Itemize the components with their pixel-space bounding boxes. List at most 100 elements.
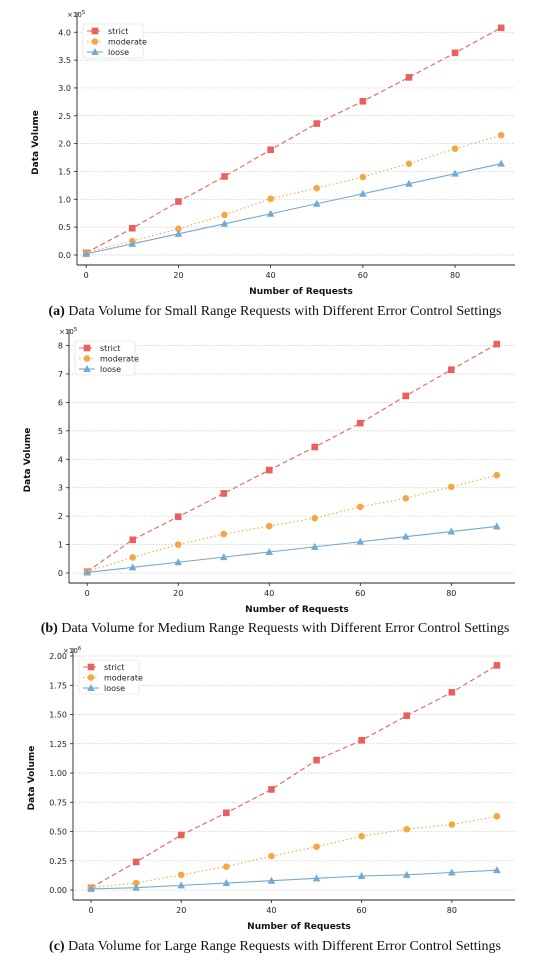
legend-marker-strict bbox=[83, 344, 91, 352]
data-point-loose bbox=[497, 159, 505, 167]
data-point-strict bbox=[223, 809, 230, 817]
y-tick-label: 6 bbox=[58, 398, 63, 407]
y-tick-label: 0.75 bbox=[49, 798, 67, 807]
legend-label-strict: strict bbox=[108, 27, 128, 36]
x-tick-label: 20 bbox=[173, 271, 183, 280]
y-multiplier-base: ×10 bbox=[67, 11, 82, 19]
data-point-loose bbox=[447, 527, 456, 535]
y-tick-label: 8 bbox=[58, 342, 63, 351]
data-point-loose bbox=[128, 563, 137, 571]
data-point-moderate bbox=[405, 160, 413, 167]
data-point-strict bbox=[493, 662, 501, 669]
caption-c: (c) Data Volume for Large Range Requests… bbox=[0, 939, 550, 955]
series-line-strict bbox=[86, 343, 498, 573]
legend-label-strict: strict bbox=[104, 663, 124, 672]
y-tick-label: 1.75 bbox=[49, 681, 67, 690]
x-tick-label: 80 bbox=[446, 589, 456, 598]
caption-a: (a) Data Volume for Small Range Requests… bbox=[0, 304, 550, 320]
x-tick-label: 80 bbox=[450, 271, 460, 280]
caption-b: (b) Data Volume for Medium Range Request… bbox=[0, 621, 550, 637]
data-point-loose bbox=[132, 883, 140, 891]
data-point-loose bbox=[219, 553, 228, 561]
data-point-moderate bbox=[268, 852, 275, 860]
data-point-moderate bbox=[358, 832, 365, 840]
data-point-loose bbox=[83, 568, 92, 576]
data-point-loose bbox=[492, 522, 501, 530]
data-point-moderate bbox=[174, 541, 182, 548]
data-point-strict bbox=[447, 366, 455, 374]
caption-c-text: Data Volume for Large Range Requests wit… bbox=[64, 939, 501, 954]
data-point-loose bbox=[266, 209, 275, 217]
data-point-loose bbox=[356, 537, 365, 545]
y-multiplier: ×105 bbox=[59, 327, 78, 336]
legend-marker-moderate bbox=[83, 355, 91, 362]
data-point-moderate bbox=[403, 825, 411, 833]
data-point-strict bbox=[129, 224, 136, 232]
data-point-strict bbox=[132, 858, 140, 866]
y-tick-label: 1.25 bbox=[49, 740, 67, 749]
y-multiplier: ×105 bbox=[67, 10, 86, 19]
legend-marker-strict bbox=[87, 663, 95, 671]
y-tick-label: 4.0 bbox=[58, 28, 71, 37]
data-point-loose bbox=[312, 199, 321, 207]
data-point-loose bbox=[401, 532, 410, 540]
data-point-strict bbox=[268, 786, 275, 793]
x-tick-label: 60 bbox=[358, 271, 368, 280]
x-tick-label: 40 bbox=[266, 906, 276, 915]
data-point-moderate bbox=[221, 211, 228, 219]
data-point-strict bbox=[175, 198, 182, 205]
x-axis-label: Number of Requests bbox=[247, 922, 351, 932]
y-tick-label: 5 bbox=[58, 427, 63, 436]
x-tick-label: 60 bbox=[355, 589, 365, 598]
series-line-moderate bbox=[87, 474, 497, 573]
legend-marker-moderate bbox=[91, 38, 99, 45]
y-tick-label: 1 bbox=[58, 541, 63, 550]
data-point-loose bbox=[82, 249, 91, 257]
y-tick-label: 1.5 bbox=[58, 167, 71, 176]
x-tick-label: 0 bbox=[85, 589, 90, 598]
y-tick-label: 2.00 bbox=[49, 652, 67, 661]
legend-marker-loose bbox=[83, 365, 91, 372]
data-point-moderate bbox=[451, 145, 459, 152]
series-line-moderate bbox=[86, 134, 502, 254]
caption-a-text: Data Volume for Small Range Requests wit… bbox=[64, 304, 502, 319]
y-tick-label: 1.0 bbox=[58, 195, 71, 204]
data-point-strict bbox=[311, 443, 319, 451]
legend-label-moderate: moderate bbox=[108, 38, 147, 47]
data-point-strict bbox=[451, 49, 459, 57]
y-axis-label: Data Volume bbox=[31, 110, 41, 175]
y-tick-label: 3 bbox=[58, 484, 63, 493]
data-point-strict bbox=[448, 688, 456, 696]
data-point-moderate bbox=[129, 554, 137, 561]
chart-a-svg: 0.0 0.5 1.0 1.5 2.0 2.5 3.0 3.5 4.0 0 20 40 60 80 ×105… bbox=[31, 10, 515, 297]
y-axis-label: Data Volume bbox=[23, 428, 33, 493]
data-point-moderate bbox=[220, 530, 228, 538]
x-axis-label: Number of Requests bbox=[245, 605, 349, 615]
y-tick-label: 2.0 bbox=[58, 140, 71, 149]
series-line-loose bbox=[86, 163, 502, 255]
data-point-strict bbox=[358, 736, 365, 744]
legend-marker-loose bbox=[91, 48, 99, 55]
data-point-strict bbox=[220, 490, 228, 497]
y-tick-label: 0.0 bbox=[58, 251, 71, 260]
series-line-strict bbox=[90, 664, 498, 889]
y-multiplier-base: ×10 bbox=[59, 328, 74, 336]
caption-a-tag: (a) bbox=[48, 304, 65, 319]
data-point-moderate bbox=[356, 503, 364, 511]
data-point-strict bbox=[493, 340, 501, 348]
data-point-strict bbox=[265, 466, 273, 474]
caption-c-tag: (c) bbox=[49, 939, 65, 954]
data-point-strict bbox=[221, 173, 228, 180]
data-point-moderate bbox=[177, 871, 185, 879]
y-tick-label: 0.50 bbox=[49, 828, 67, 837]
series-line-strict bbox=[85, 27, 502, 254]
data-point-loose bbox=[402, 870, 411, 878]
x-tick-label: 80 bbox=[447, 906, 457, 915]
data-point-loose bbox=[312, 874, 321, 882]
caption-b-tag: (b) bbox=[40, 621, 58, 636]
y-axis-label: Data Volume bbox=[27, 746, 37, 811]
y-multiplier-exponent: 5 bbox=[82, 10, 86, 16]
data-point-moderate bbox=[402, 494, 410, 502]
y-multiplier-exponent: 5 bbox=[74, 327, 78, 333]
data-point-loose bbox=[451, 169, 459, 177]
